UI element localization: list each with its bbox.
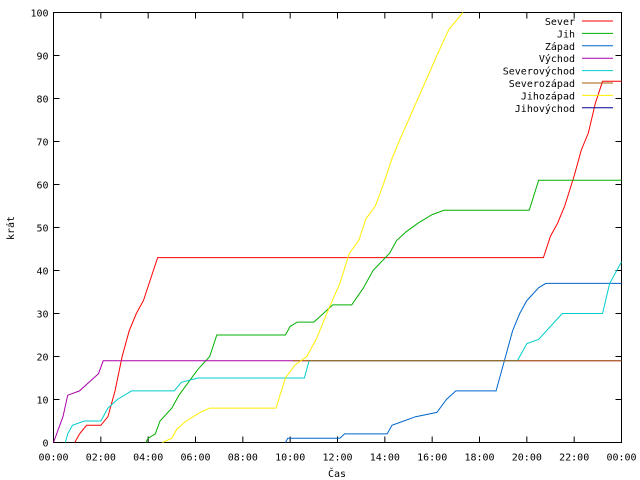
x-tick-label: 18:00 bbox=[464, 453, 494, 464]
y-axis-label: krát bbox=[5, 216, 17, 240]
legend-label: Jihovýchod bbox=[515, 103, 575, 115]
legend-label: Sever bbox=[545, 17, 575, 28]
series-line-6 bbox=[162, 12, 464, 443]
legend-label: Východ bbox=[539, 53, 575, 65]
y-tick-label: 30 bbox=[36, 310, 48, 321]
series-line-4 bbox=[64, 261, 622, 443]
x-tick-label: 00:00 bbox=[606, 453, 636, 464]
y-tick-label: 90 bbox=[36, 52, 48, 63]
x-tick-label: 14:00 bbox=[370, 453, 400, 464]
series-group bbox=[53, 12, 622, 443]
legend-label: Severozápad bbox=[509, 78, 575, 90]
legend: SeverJihZápadVýchodSeverovýchodSeverozáp… bbox=[503, 17, 613, 115]
y-tick-label: 60 bbox=[36, 181, 48, 192]
y-tick-label: 80 bbox=[36, 95, 48, 106]
x-tick-label: 10:00 bbox=[275, 453, 305, 464]
legend-label: Severovýchod bbox=[503, 66, 575, 78]
x-tick-label: 08:00 bbox=[228, 453, 258, 464]
series-line-1 bbox=[145, 179, 622, 443]
legend-label: Jih bbox=[557, 29, 575, 40]
y-tick-label: 10 bbox=[36, 396, 48, 407]
x-tick-label: 02:00 bbox=[86, 453, 116, 464]
x-tick-label: 06:00 bbox=[180, 453, 210, 464]
x-tick-label: 04:00 bbox=[133, 453, 163, 464]
series-line-0 bbox=[74, 80, 622, 443]
x-tick-label: 22:00 bbox=[559, 453, 589, 464]
y-tick-label: 40 bbox=[36, 267, 48, 278]
series-line-3 bbox=[53, 360, 622, 443]
x-tick-label: 20:00 bbox=[512, 453, 542, 464]
y-tick-label: 100 bbox=[30, 9, 48, 20]
legend-label: Západ bbox=[545, 41, 575, 53]
y-tick-label: 70 bbox=[36, 138, 48, 149]
x-tick-label: 12:00 bbox=[322, 453, 352, 464]
series-line-2 bbox=[284, 282, 622, 443]
x-tick-label: 00:00 bbox=[38, 453, 68, 464]
legend-label: Jihozápad bbox=[521, 90, 575, 102]
y-tick-label: 50 bbox=[36, 224, 48, 235]
y-tick-label: 0 bbox=[42, 439, 48, 450]
y-tick-label: 20 bbox=[36, 353, 48, 364]
x-tick-label: 16:00 bbox=[417, 453, 447, 464]
x-axis-label: Čas bbox=[328, 467, 346, 480]
axes: 0 10 20 30 40 50 60 70 80 90 100 00:00 02:00 04:00 06:… bbox=[30, 9, 636, 464]
